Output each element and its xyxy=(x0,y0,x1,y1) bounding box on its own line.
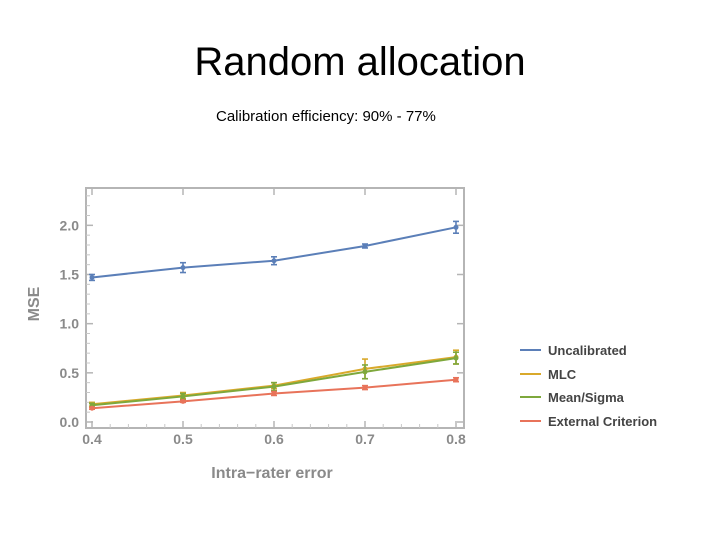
data-point xyxy=(271,390,277,396)
y-tick-label: 0.5 xyxy=(60,365,80,381)
slide-title: Random allocation xyxy=(194,40,526,84)
legend-label: MLC xyxy=(548,367,577,382)
x-axis-title: Intra−rater error xyxy=(211,465,332,482)
x-tick-label: 0.4 xyxy=(82,431,102,447)
data-point xyxy=(362,243,368,249)
series-uncalibrated xyxy=(89,220,459,282)
series-mean-sigma xyxy=(89,351,459,409)
data-point xyxy=(453,224,459,230)
data-point xyxy=(180,393,186,399)
legend-label: Mean/Sigma xyxy=(548,390,625,405)
y-tick-label: 0.0 xyxy=(60,414,80,430)
data-point xyxy=(180,398,186,404)
series-layer xyxy=(89,220,459,411)
data-point xyxy=(362,385,368,391)
data-point xyxy=(180,265,186,271)
data-point xyxy=(453,355,459,361)
series-line xyxy=(91,226,457,279)
x-tick-label: 0.5 xyxy=(173,431,193,447)
x-axis: 0.4 0.5 0.6 0.7 0.8 xyxy=(82,188,466,447)
legend-label: External Criterion xyxy=(548,414,657,429)
series-line xyxy=(91,356,457,406)
data-point xyxy=(362,369,368,375)
y-axis: 0.0 0.5 1.0 1.5 2.0 xyxy=(60,195,464,430)
data-point xyxy=(453,377,459,383)
x-tick-label: 0.6 xyxy=(264,431,284,447)
legend-label: Uncalibrated xyxy=(548,343,627,358)
x-tick-label: 0.7 xyxy=(355,431,375,447)
plot-frame xyxy=(85,187,465,429)
data-point xyxy=(271,258,277,264)
data-point xyxy=(89,274,95,280)
data-point xyxy=(89,405,95,411)
series-mlc xyxy=(89,349,459,408)
x-tick-label: 0.8 xyxy=(446,431,466,447)
y-tick-label: 1.5 xyxy=(60,267,80,283)
slide-subtitle: Calibration efficiency: 90% - 77% xyxy=(216,108,436,125)
series-external-criterion xyxy=(89,376,459,411)
data-point xyxy=(271,384,277,390)
y-tick-label: 1.0 xyxy=(60,316,80,332)
y-tick-label: 2.0 xyxy=(60,217,80,233)
legend: Uncalibrated MLC Mean/Sigma External Criter… xyxy=(520,343,657,429)
y-axis-title: MSE xyxy=(26,286,43,321)
